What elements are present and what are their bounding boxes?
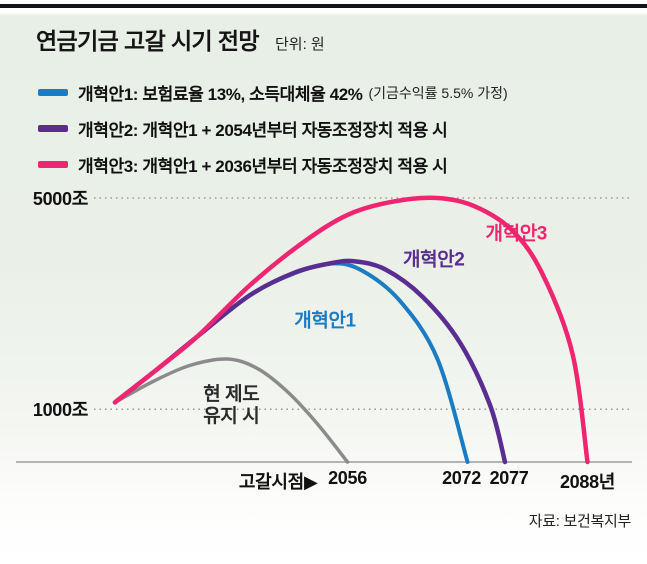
unit-label: 단위: 원	[274, 36, 325, 53]
page-title: 연금기금 고갈 시기 전망	[36, 28, 260, 54]
legend-item-3: 개혁안3: 개혁안1 + 2036년부터 자동조정장치 적용 시	[38, 152, 508, 177]
x-tick-2088: 2088년	[559, 472, 616, 492]
legend-swatch-icon	[38, 89, 68, 96]
series-line-3	[112, 258, 508, 465]
x-tick-2072: 2072	[442, 468, 481, 488]
source-label: 자료: 보건복지부	[528, 513, 632, 530]
series-label-2: 개혁안1	[294, 310, 356, 332]
top-border-rule	[0, 4, 647, 8]
legend-label: 개혁안3: 개혁안1 + 2036년부터 자동조정장치 적용 시	[78, 157, 448, 176]
series-label-1: 현 제도 유지 시	[203, 383, 260, 428]
x-axis-prefix: 고갈시점▶	[238, 472, 318, 492]
legend-item-2: 개혁안2: 개혁안1 + 2054년부터 자동조정장치 적용 시	[38, 116, 508, 141]
series-label-3: 개혁안2	[403, 249, 465, 271]
series-line-1	[113, 357, 350, 464]
y-tick-5000: 5000조	[32, 189, 88, 209]
legend-label: 개혁안2: 개혁안1 + 2054년부터 자동조정장치 적용 시	[78, 121, 448, 140]
y-tick-1000: 1000조	[32, 400, 88, 421]
x-tick-2077: 2077	[489, 468, 529, 488]
x-tick-2056: 2056	[328, 468, 367, 488]
series-label-4: 개혁안3	[485, 223, 548, 245]
legend-swatch-icon	[38, 161, 68, 168]
legend-label: 개혁안1: 보험료율 13%, 소득대체율 42%	[78, 85, 363, 104]
header: 연금기금 고갈 시기 전망 단위: 원	[36, 22, 325, 56]
series-line-4	[112, 195, 590, 465]
legend-note: (기금수익률 5.5% 가정)	[368, 84, 508, 101]
legend-swatch-icon	[38, 125, 68, 132]
legend-item-1: 개혁안1: 보험료율 13%, 소득대체율 42% (기금수익률 5.5% 가정)	[38, 80, 508, 105]
legend: 개혁안1: 보험료율 13%, 소득대체율 42% (기금수익률 5.5% 가정)…	[38, 80, 508, 188]
